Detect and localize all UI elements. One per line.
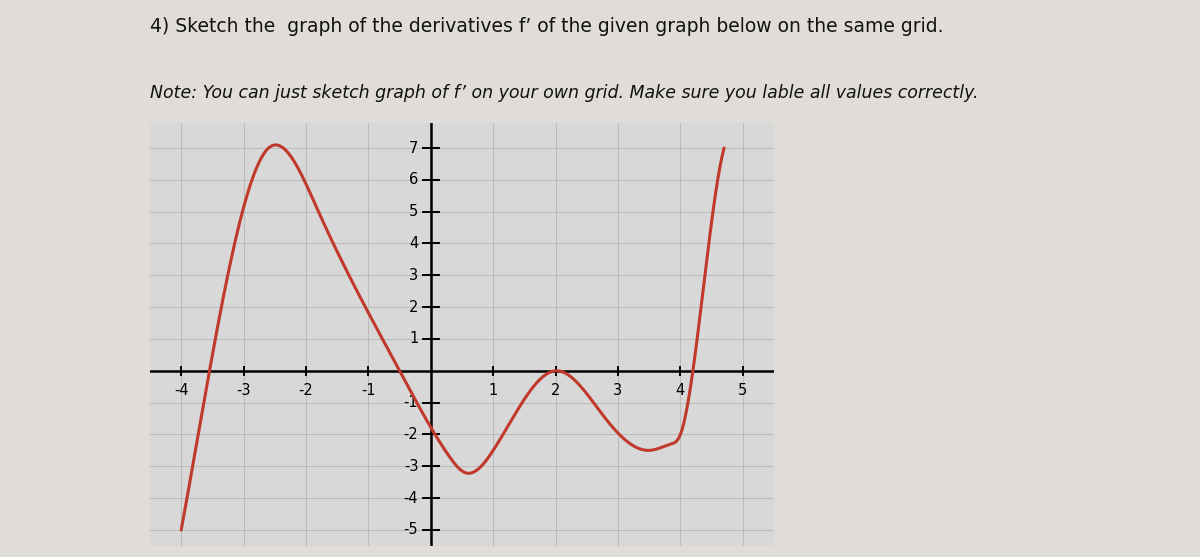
- Text: -4: -4: [403, 491, 419, 506]
- Text: -3: -3: [404, 459, 419, 474]
- Text: 1: 1: [409, 331, 419, 346]
- Text: -3: -3: [236, 383, 251, 398]
- Text: -5: -5: [403, 522, 419, 538]
- Text: 7: 7: [409, 140, 419, 155]
- Text: 5: 5: [738, 383, 748, 398]
- Text: 6: 6: [409, 172, 419, 187]
- Text: 5: 5: [409, 204, 419, 219]
- Text: Note: You can just sketch graph of f’ on your own grid. Make sure you lable all : Note: You can just sketch graph of f’ on…: [150, 84, 978, 101]
- Text: 4: 4: [409, 236, 419, 251]
- Text: -2: -2: [299, 383, 313, 398]
- Text: 4: 4: [676, 383, 685, 398]
- Text: 4) Sketch the  graph of the derivatives f’ of the given graph below on the same : 4) Sketch the graph of the derivatives f…: [150, 17, 943, 36]
- Text: -2: -2: [403, 427, 419, 442]
- Text: -1: -1: [361, 383, 376, 398]
- Text: 3: 3: [613, 383, 623, 398]
- Text: 2: 2: [551, 383, 560, 398]
- Text: -4: -4: [174, 383, 188, 398]
- Text: 1: 1: [488, 383, 498, 398]
- Text: 2: 2: [409, 300, 419, 315]
- Text: -1: -1: [403, 395, 419, 410]
- Text: 3: 3: [409, 268, 419, 283]
